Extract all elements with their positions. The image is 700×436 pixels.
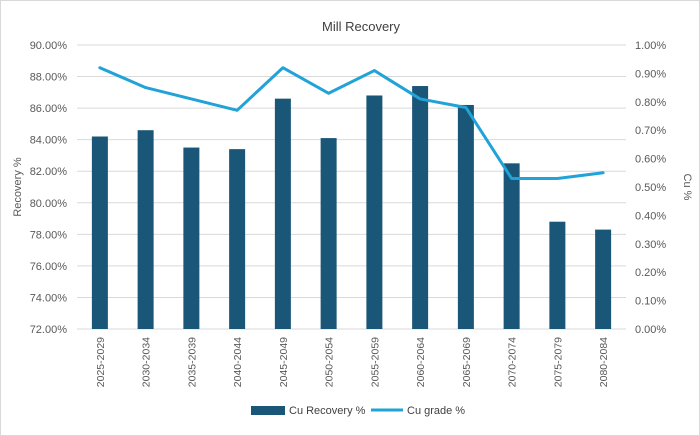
left-axis-ticks: 90.00% 88.00% 86.00% 84.00% 82.00% 80.00% 78.0…: [30, 40, 68, 336]
bar: [91, 136, 108, 329]
right-tick-label: 0.50%: [635, 182, 666, 194]
left-tick-label: 82.00%: [30, 166, 68, 178]
category-label: 2050-2054: [324, 337, 336, 387]
x-axis-ticks: 2025-2029 2030-2034 2035-2039 2040-2044 2045…: [95, 337, 610, 387]
right-tick-label: 0.40%: [635, 210, 666, 222]
right-tick-label: 0.20%: [635, 267, 666, 279]
right-tick-label: 0.60%: [635, 154, 666, 166]
left-tick-label: 84.00%: [30, 135, 68, 147]
left-tick-label: 90.00%: [30, 40, 68, 52]
category-label: 2075-2079: [552, 337, 564, 387]
legend-swatch-bar: [251, 406, 285, 415]
left-tick-label: 74.00%: [30, 292, 68, 304]
right-tick-label: 0.00%: [635, 324, 666, 336]
category-label: 2055-2059: [369, 337, 381, 387]
category-label: 2030-2034: [141, 337, 153, 387]
left-tick-label: 76.00%: [30, 261, 68, 273]
category-label: 2045-2049: [278, 337, 290, 387]
bar-series: [91, 86, 612, 330]
category-label: 2070-2074: [507, 337, 519, 387]
bar: [595, 229, 612, 329]
left-tick-label: 88.00%: [30, 72, 68, 84]
category-label: 2025-2029: [95, 337, 107, 387]
category-label: 2060-2064: [415, 337, 427, 387]
bar: [412, 86, 429, 330]
legend: Cu Recovery % Cu grade %: [251, 405, 465, 417]
legend-label-line: Cu grade %: [407, 405, 465, 417]
line-series: [98, 66, 605, 180]
right-tick-label: 0.70%: [635, 125, 666, 137]
bar: [137, 130, 154, 329]
bar: [457, 104, 474, 329]
left-tick-label: 72.00%: [30, 324, 68, 336]
category-label: 2040-2044: [232, 337, 244, 387]
right-tick-label: 1.00%: [635, 40, 666, 52]
bar: [183, 147, 200, 329]
bar: [274, 98, 291, 330]
category-label: 2080-2084: [598, 337, 610, 387]
bar: [229, 149, 246, 329]
left-tick-label: 80.00%: [30, 198, 68, 210]
bar: [503, 163, 520, 329]
legend-label-bar: Cu Recovery %: [289, 405, 366, 417]
category-label: 2035-2039: [186, 337, 198, 387]
right-axis-title: Cu %: [681, 174, 693, 201]
left-tick-label: 86.00%: [30, 103, 68, 115]
right-tick-label: 0.90%: [635, 68, 666, 80]
gridlines: [77, 44, 626, 330]
category-label: 2065-2069: [461, 337, 473, 387]
bar: [549, 221, 566, 329]
right-tick-label: 0.10%: [635, 296, 666, 308]
series-line: [98, 66, 605, 180]
right-tick-label: 0.30%: [635, 239, 666, 251]
bar: [320, 138, 337, 329]
bar: [366, 95, 383, 329]
left-tick-label: 78.00%: [30, 229, 68, 241]
left-axis-title: Recovery %: [12, 157, 24, 217]
chart-title: Mill Recovery: [322, 19, 401, 34]
right-axis-ticks: 1.00% 0.90% 0.80% 0.70% 0.60% 0.50% 0.40% 0.30%…: [635, 40, 666, 336]
right-tick-label: 0.80%: [635, 97, 666, 109]
